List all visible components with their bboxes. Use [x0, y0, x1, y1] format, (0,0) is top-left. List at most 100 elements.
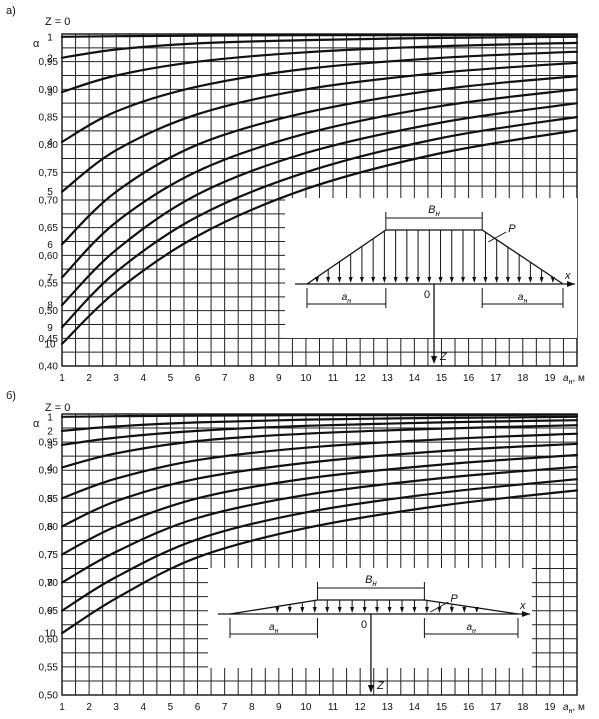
series-curve-8 [60, 465, 579, 584]
x-tick-label: 7 [222, 702, 228, 713]
x-axis-label-unit: , м [572, 373, 585, 384]
series-curve-5 [60, 432, 579, 500]
load-arrow-head [275, 607, 280, 613]
inset-right-label-sub: н [472, 628, 476, 635]
load-arrow-head [449, 607, 454, 613]
y-tick-label: 0,50 [39, 691, 59, 702]
load-arrow-head [300, 607, 305, 613]
x-tick-label: 2 [86, 702, 92, 713]
series-curve-7 [60, 88, 579, 279]
load-arrow-head [494, 277, 499, 283]
x-axis-label: aн, м [563, 373, 585, 386]
y-tick-label: 0,90 [39, 85, 59, 96]
inset-right-label: aн [466, 622, 476, 635]
x-tick-label: 14 [409, 373, 421, 384]
x-tick-label: 6 [195, 702, 201, 713]
trapezoid-outline [306, 229, 564, 285]
series-curve-9 [60, 478, 579, 612]
inset-left-label-sub: н [275, 628, 279, 635]
inset-left-label-sub: н [347, 298, 351, 305]
load-arrow-head [427, 277, 432, 283]
load-arrow-head [483, 277, 488, 283]
y-tick-label: 0,80 [39, 140, 59, 151]
inset-x-arrowhead [567, 281, 575, 287]
load-arrow-head [393, 277, 398, 283]
x-tick-label: 11 [328, 702, 339, 713]
series-label: 10 [44, 339, 56, 350]
load-arrow-head [462, 607, 467, 613]
x-tick-label: 15 [436, 373, 448, 384]
series-label: 3 [47, 88, 53, 99]
load-label: P [450, 593, 458, 605]
y-tick-label: 0,55 [39, 662, 59, 673]
series-label: 2 [47, 426, 53, 437]
inset-top-label-sub: н [435, 209, 440, 218]
load-arrow-head [315, 277, 319, 283]
x-tick-label: 5 [168, 702, 174, 713]
inset-top-label-sub: н [372, 579, 377, 588]
x-tick-label: 5 [168, 373, 174, 384]
inset-right-label-sub: н [523, 298, 527, 305]
series-label: 4 [47, 137, 53, 148]
load-arrow-head [387, 607, 392, 613]
inset-left-label: aн [269, 622, 279, 635]
x-axis-label-symbol: a [563, 702, 569, 713]
series-label: 6 [47, 240, 53, 251]
x-tick-label: 2 [86, 373, 92, 384]
y-tick-label: 0,90 [39, 466, 59, 477]
x-tick-label: 16 [463, 373, 475, 384]
inset-top-label-symbol: B [428, 204, 435, 216]
y-tick-label: 0,80 [39, 522, 59, 533]
x-axis-label-subscript: н [569, 379, 573, 386]
x-tick-label: 12 [355, 373, 367, 384]
x-tick-label: 17 [490, 373, 502, 384]
y-tick-label: 0,40 [39, 362, 59, 373]
series-label: 5 [47, 187, 53, 198]
series-curve-4 [60, 424, 579, 469]
inset-x-arrowhead [522, 611, 530, 617]
load-arrow-head [382, 277, 387, 283]
x-tick-label: 17 [490, 702, 502, 713]
chart-title: Z = 0 [45, 16, 70, 28]
series-curve-1 [60, 413, 579, 418]
inset-left-label-symbol: a [269, 622, 275, 633]
series-curve-9 [60, 115, 579, 329]
x-tick-label: 1 [59, 702, 65, 713]
y-tick-label: 0,60 [39, 634, 59, 645]
inset-left-label-symbol: a [342, 292, 348, 303]
load-arrow-head [325, 607, 330, 613]
series-label: 9 [47, 323, 53, 334]
load-arrow-head [337, 607, 342, 613]
load-arrow-head [438, 277, 443, 283]
y-tick-label: 0,85 [39, 494, 59, 505]
x-tick-label: 16 [463, 702, 475, 713]
x-tick-label: 9 [276, 702, 282, 713]
x-tick-label: 10 [300, 702, 312, 713]
inset-origin-label: 0 [361, 619, 367, 631]
y-tick-label: 0,70 [39, 196, 59, 207]
inset-top-label: Bн [428, 204, 440, 218]
series-curve-6 [60, 442, 579, 528]
y-axis-label: α [33, 38, 40, 50]
x-axis-label: aн, м [563, 702, 585, 715]
x-tick-label: 13 [382, 373, 394, 384]
load-arrow-head [528, 277, 533, 283]
plot-frame [61, 413, 578, 696]
trapezoid-outline [229, 599, 519, 615]
y-tick-label: 0,85 [39, 113, 59, 124]
inset-z-arrowhead [367, 685, 374, 693]
load-arrow-head [350, 607, 355, 613]
load-arrow-head [437, 607, 442, 613]
y-tick-label: 0,65 [39, 223, 59, 234]
series-label: 6 [47, 522, 53, 533]
load-arrow-head [326, 277, 331, 283]
load-arrow-head [371, 277, 376, 283]
load-arrow-head [461, 277, 465, 283]
inset-background [285, 198, 577, 338]
load-arrow-head [337, 277, 342, 283]
x-tick-label: 13 [382, 702, 394, 713]
x-tick-label: 6 [195, 373, 201, 384]
chart-panel-1: а) Z = 0 α 0,95 0,90 0,85 0,80 0,75 0,70 0,65 0,60… [6, 5, 585, 386]
